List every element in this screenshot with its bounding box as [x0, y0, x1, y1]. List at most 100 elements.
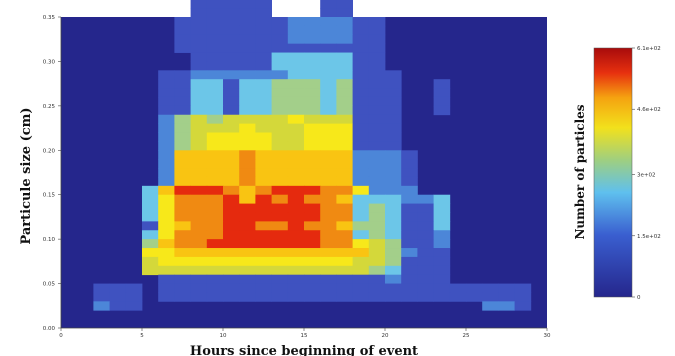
colorbar-ticks: 6.1e+02 4.6e+02 3e+02 1.5e+02 0: [632, 46, 661, 301]
heatmap-cell: [239, 212, 256, 222]
heatmap-cell: [174, 248, 191, 258]
heatmap-cell: [320, 79, 337, 89]
heatmap-cell: [223, 239, 240, 249]
colorbar-tick-label: 3e+02: [637, 173, 656, 179]
heatmap-cell: [368, 70, 386, 80]
heatmap-cell: [352, 105, 370, 116]
heatmap-cell: [352, 25, 370, 36]
heatmap-cell: [190, 248, 208, 258]
heatmap-cell: [304, 194, 321, 204]
heatmap-cell: [142, 230, 159, 240]
heatmap-cell: [401, 239, 418, 249]
heatmap-cell: [255, 283, 272, 293]
heatmap-cell: [190, 230, 208, 240]
heatmap-cell: [368, 123, 386, 133]
heatmap-cell: [352, 248, 370, 258]
heatmap-cell: [142, 185, 159, 196]
heatmap-cell: [158, 70, 175, 80]
heatmap-cell: [320, 52, 337, 62]
heatmap-cell: [239, 168, 256, 178]
heatmap-cell: [239, 70, 256, 80]
heatmap-cell: [190, 176, 208, 187]
heatmap-cell: [239, 114, 256, 125]
heatmap-cell: [352, 52, 370, 62]
colorbar-tick-label: 6.1e+02: [637, 46, 661, 52]
heatmap-cell: [287, 239, 305, 249]
heatmap-cell: [223, 34, 240, 45]
heatmap-cell: [320, 168, 337, 178]
heatmap-cell: [190, 17, 208, 27]
heatmap-cell: [158, 96, 175, 107]
heatmap-cell: [385, 132, 402, 142]
heatmap-cell: [255, 0, 272, 9]
heatmap-cell: [206, 61, 224, 71]
heatmap-cell: [352, 79, 370, 89]
heatmap-cell: [482, 301, 499, 311]
heatmap-cell: [401, 283, 418, 293]
heatmap-cell: [417, 230, 434, 240]
x-axis-title: Hours since beginning of event: [190, 344, 418, 356]
heatmap-cell: [320, 256, 337, 267]
heatmap-cell: [174, 25, 191, 36]
heatmap-cell: [336, 194, 353, 204]
heatmap-cell: [304, 61, 321, 71]
heatmap-cell: [206, 185, 224, 196]
heatmap-cell: [304, 185, 321, 196]
heatmap-cell: [304, 43, 321, 53]
heatmap-cell: [336, 123, 353, 133]
heatmap-cell: [223, 292, 240, 302]
heatmap-cell: [368, 221, 386, 231]
heatmap-cell: [304, 141, 321, 151]
heatmap-cell: [190, 194, 208, 204]
heatmap-cell: [368, 256, 386, 267]
heatmap-cell: [482, 283, 499, 293]
heatmap-cell: [320, 292, 337, 302]
heatmap-cell: [368, 114, 386, 125]
heatmap-cell: [320, 159, 337, 169]
heatmap-cell: [271, 194, 289, 204]
heatmap-cell: [287, 88, 305, 98]
heatmap-cell: [206, 52, 224, 62]
heatmap-cell: [223, 230, 240, 240]
heatmap-cell: [223, 159, 240, 169]
heatmap-cell: [223, 265, 240, 276]
heatmap-cell: [304, 96, 321, 107]
heatmap-cell: [255, 79, 272, 89]
heatmap-cell: [158, 159, 175, 169]
heatmap-cell: [385, 141, 402, 151]
heatmap-cell: [417, 274, 434, 284]
colorbar-label: Number of particles: [573, 104, 587, 239]
heatmap-cell: [352, 274, 370, 284]
heatmap-cell: [271, 114, 289, 125]
heatmap-cell: [304, 159, 321, 169]
heatmap-cell: [385, 212, 402, 222]
heatmap-cell: [206, 79, 224, 89]
heatmap-cell: [320, 0, 337, 9]
heatmap-cell: [255, 52, 272, 62]
heatmap-cell: [304, 132, 321, 142]
heatmap-cell: [401, 256, 418, 267]
heatmap-cell: [206, 17, 224, 27]
heatmap-cell: [190, 168, 208, 178]
heatmap-cell: [158, 105, 175, 116]
heatmap-cell: [239, 25, 256, 36]
heatmap-cell: [223, 25, 240, 36]
heatmap-cell: [320, 141, 337, 151]
heatmap-cell: [304, 79, 321, 89]
heatmap-cell: [255, 274, 272, 284]
heatmap-cell: [433, 105, 451, 116]
heatmap-cell: [271, 52, 289, 62]
heatmap-cell: [336, 52, 353, 62]
heatmap-cell: [206, 230, 224, 240]
heatmap-cell: [368, 52, 386, 62]
heatmap-cell: [174, 256, 191, 267]
heatmap-cell: [368, 159, 386, 169]
heatmap-cell: [206, 176, 224, 187]
colorbar: [593, 47, 633, 298]
heatmap-cell: [287, 34, 305, 45]
heatmap-cell: [433, 256, 451, 267]
heatmap-cell: [433, 79, 451, 89]
heatmap-cell: [206, 283, 224, 293]
heatmap-cell: [401, 212, 418, 222]
heatmap-cell: [190, 274, 208, 284]
